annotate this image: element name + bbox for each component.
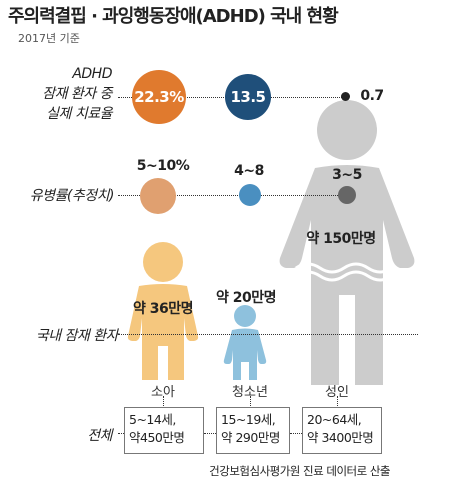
- child-prevalence-circle: [140, 178, 176, 214]
- child-prevalence-value: 5~10%: [136, 158, 190, 174]
- teen-figure: [223, 305, 267, 380]
- adult-total-box: 20~64세, 약 3400만명: [302, 407, 382, 454]
- adult-break-mark-1: [295, 262, 393, 274]
- total-line-a: [118, 433, 124, 434]
- adult-population: 약 3400만명: [307, 430, 374, 445]
- row-label-domestic-patients: 국내 잠재 환자: [35, 328, 119, 344]
- child-patients-value: 약 36만명: [133, 301, 194, 317]
- adult-treatment-dot: [341, 92, 350, 101]
- adult-connector: [337, 396, 338, 406]
- child-head: [143, 242, 183, 282]
- prevalence-line: [118, 195, 342, 196]
- row-label-prevalence: 유병률(추정치): [29, 188, 115, 204]
- adult-prevalence-value: 3~5: [332, 167, 362, 183]
- child-total-box: 5~14세, 약450만명: [124, 407, 204, 454]
- domestic-patients-line: [118, 334, 418, 335]
- adult-prevalence-circle: [338, 186, 356, 204]
- child-treatment-rate: 22.3%: [134, 88, 184, 106]
- teen-treatment-circle: [225, 74, 271, 120]
- teen-connector: [250, 396, 251, 406]
- child-age-range: 5~14세,: [129, 412, 176, 427]
- row-label-line-3: 실제 치료율: [46, 106, 112, 122]
- child-treatment-circle: [132, 70, 186, 124]
- adult-label: 성인: [325, 385, 349, 400]
- teen-body: [223, 328, 267, 380]
- teen-age-range: 15~19세,: [221, 412, 276, 427]
- subtitle: 2017년 기준: [18, 32, 80, 45]
- page-title: 주의력결핍 · 과잉행동장애(ADHD) 국내 현황: [8, 6, 339, 27]
- row-label-line-1: ADHD: [72, 66, 112, 82]
- teen-patients-value: 약 20만명: [216, 290, 277, 306]
- teen-prevalence-circle: [239, 184, 261, 206]
- teen-treatment-rate: 13.5: [230, 88, 266, 106]
- adult-age-range: 20~64세,: [307, 412, 362, 427]
- adult-patients-value: 약 150만명: [306, 231, 376, 247]
- adult-break-mark-2: [295, 270, 393, 282]
- adult-treatment-rate: 0.7: [360, 88, 384, 104]
- row-label-total: 전체: [87, 428, 112, 444]
- row-label-line-2: 잠재 환자 중: [42, 86, 112, 102]
- child-connector: [163, 396, 164, 406]
- total-line-b: [204, 433, 216, 434]
- teen-head: [234, 305, 256, 327]
- child-population: 약450만명: [129, 430, 185, 445]
- adult-head: [317, 100, 377, 160]
- child-label: 소아: [151, 385, 175, 400]
- teen-prevalence-value: 4~8: [234, 163, 264, 179]
- row-label-treatment-rate: ADHD 잠재 환자 중 실제 치료율: [40, 64, 112, 124]
- child-body: [127, 284, 199, 380]
- total-line-c: [290, 433, 302, 434]
- teen-population: 약 290만명: [221, 430, 280, 445]
- teen-label: 청소년: [232, 385, 268, 400]
- teen-total-box: 15~19세, 약 290만명: [216, 407, 290, 454]
- child-figure: [127, 242, 199, 380]
- source-note: 건강보험심사평가원 진료 데이터로 산출: [209, 464, 390, 478]
